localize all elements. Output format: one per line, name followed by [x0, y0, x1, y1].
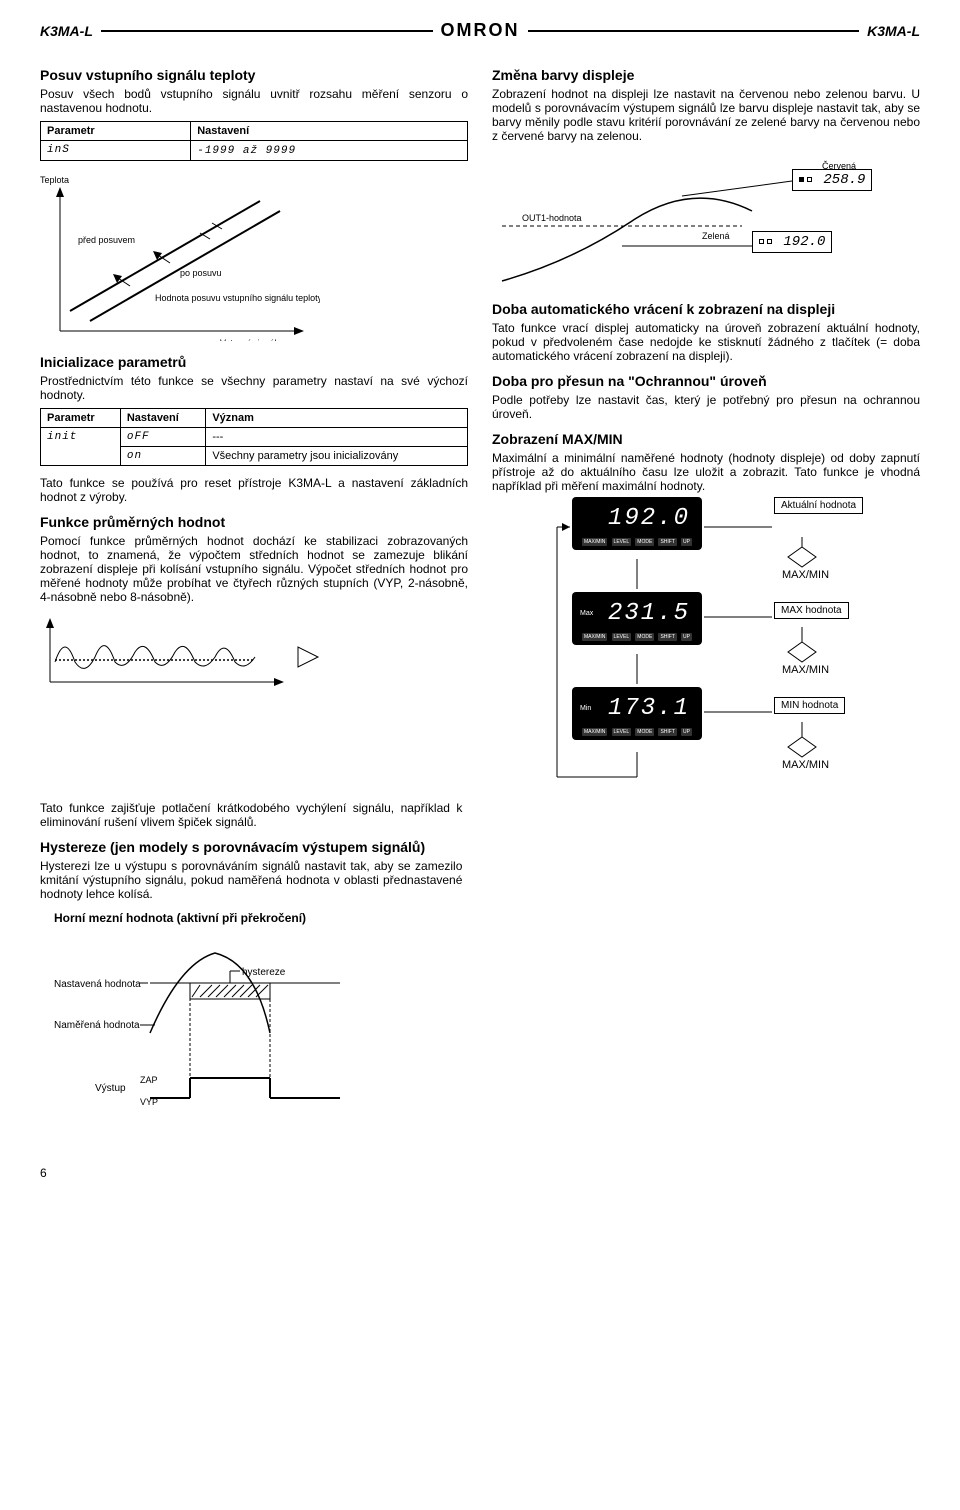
- table-posuv-param: inS: [41, 141, 191, 161]
- btn-maxmin-2: MAX/MIN: [582, 633, 607, 641]
- table-posuv-h2: Nastavení: [191, 122, 468, 141]
- sec-hyst-para: Hysterezi lze u výstupu s porovnáváním s…: [40, 859, 462, 901]
- table-init-r2v: Všechny parametry jsou inicializovány: [206, 447, 468, 466]
- table-posuv-val: -1999 až 9999: [191, 141, 468, 161]
- svg-text:hystereze: hystereze: [242, 967, 286, 978]
- svg-text:VYP: VYP: [140, 1097, 158, 1107]
- diagram-hyst: Nastavená hodnota hystereze Naměřená hod…: [40, 933, 462, 1136]
- table-init-r1v: ---: [206, 428, 468, 447]
- table-init-h3: Význam: [206, 409, 468, 428]
- sec-maxmin-title: Zobrazení MAX/MIN: [492, 431, 920, 447]
- table-init-param: init: [41, 428, 121, 466]
- table-init-h1: Parametr: [41, 409, 121, 428]
- diagram-color: OUT1-hodnota Zelená Červená 258.9 192.0: [492, 151, 920, 291]
- btn-level-2: LEVEL: [612, 633, 632, 641]
- display-green-value: 192.0: [783, 234, 825, 250]
- display-red-value: 258.9: [823, 172, 865, 188]
- sec-color-title: Změna barvy displeje: [492, 67, 920, 83]
- sec-maxmin-para: Maximální a minimální naměřené hodnoty (…: [492, 451, 920, 493]
- header-model-right: K3MA-L: [867, 23, 920, 39]
- display-green-indicator: 192.0: [752, 231, 832, 253]
- display-max-value: 231.5: [595, 598, 694, 629]
- header-logo: OMRON: [441, 20, 520, 41]
- table-init-h2: Nastavení: [120, 409, 205, 428]
- label-maxmin-1: MAX/MIN: [782, 569, 829, 581]
- sec-hyst-sub: Horní mezní hodnota (aktivní při překroč…: [54, 911, 462, 925]
- table-init: Parametr Nastavení Význam init oFF --- o…: [40, 408, 468, 466]
- sec-posuv-para: Posuv všech bodů vstupního signálu uvnit…: [40, 87, 468, 115]
- right-column: Změna barvy displeje Zobrazení hodnot na…: [492, 57, 920, 797]
- svg-text:ZAP: ZAP: [140, 1075, 158, 1085]
- btn-level: LEVEL: [612, 538, 632, 546]
- btn-maxmin: MAX/MIN: [582, 538, 607, 546]
- header-model-left: K3MA-L: [40, 23, 93, 39]
- sec-color-para: Zobrazení hodnot na displeji lze nastavi…: [492, 87, 920, 143]
- table-init-r1s: oFF: [120, 428, 205, 447]
- sec-posuv-title: Posuv vstupního signálu teploty: [40, 67, 468, 83]
- display-max-tag: Max: [580, 610, 593, 617]
- display-unit-current: 192.0 MAX/MIN LEVEL MODE SHIFT UP: [572, 497, 702, 550]
- btn-mode-3: MODE: [635, 728, 654, 736]
- sec-init-para1: Prostřednictvím této funkce se všechny p…: [40, 374, 468, 402]
- btn-shift-3: SHIFT: [658, 728, 676, 736]
- table-posuv-h1: Parametr: [41, 122, 191, 141]
- svg-text:Zelená: Zelená: [702, 231, 730, 241]
- header-rule-right: [528, 30, 860, 32]
- svg-text:Hodnota posuvu vstupního signá: Hodnota posuvu vstupního signálu teploty: [155, 293, 320, 303]
- btn-up: UP: [681, 538, 692, 546]
- sec-autoreturn-para: Tato funkce vrací displej automaticky na…: [492, 321, 920, 363]
- svg-text:Nastavená hodnota: Nastavená hodnota: [54, 979, 141, 990]
- left-column: Posuv vstupního signálu teploty Posuv vš…: [40, 57, 468, 797]
- svg-text:po posuvu: po posuvu: [180, 268, 222, 278]
- btn-level-3: LEVEL: [612, 728, 632, 736]
- label-maxmin-3: MAX/MIN: [782, 759, 829, 771]
- btn-maxmin-3: MAX/MIN: [582, 728, 607, 736]
- diagram-posuv: Teplota před posuvem po posuvu: [40, 171, 468, 344]
- label-maxmin-2: MAX/MIN: [782, 664, 829, 676]
- table-posuv-val-text: -1999 až 9999: [197, 145, 296, 157]
- btn-mode: MODE: [635, 538, 654, 546]
- display-min-value: 173.1: [593, 693, 694, 724]
- display-current-value: 192.0: [580, 503, 694, 534]
- sec-avg-title: Funkce průměrných hodnot: [40, 514, 468, 530]
- btn-up-2: UP: [681, 633, 692, 641]
- btn-mode-2: MODE: [635, 633, 654, 641]
- sec-avg-para: Pomocí funkce průměrných hodnot dochází …: [40, 534, 468, 604]
- diagram-maxmin: 192.0 MAX/MIN LEVEL MODE SHIFT UP Max 23…: [492, 497, 920, 797]
- header-rule-left: [101, 30, 433, 32]
- diagram-avg: [40, 612, 468, 695]
- sec-protect-para: Podle potřeby lze nastavit čas, který je…: [492, 393, 920, 421]
- table-posuv: Parametr Nastavení inS -1999 až 9999: [40, 121, 468, 161]
- page-header: K3MA-L OMRON K3MA-L: [40, 20, 920, 41]
- svg-text:OUT1-hodnota: OUT1-hodnota: [522, 213, 582, 223]
- display-min-tag: Min: [580, 705, 591, 712]
- sec-init-title: Inicializace parametrů: [40, 354, 468, 370]
- display-unit-max: Max 231.5 MAX/MIN LEVEL MODE SHIFT UP: [572, 592, 702, 645]
- sec-init-para2: Tato funkce se používá pro reset přístro…: [40, 476, 468, 504]
- sec-hyst-title: Hystereze (jen modely s porovnávacím výs…: [40, 839, 462, 855]
- svg-text:Teplota: Teplota: [40, 175, 69, 185]
- sec-autoreturn-title: Doba automatického vrácení k zobrazení n…: [492, 301, 920, 317]
- display-red-indicator: 258.9: [792, 169, 872, 191]
- sec-protect-title: Doba pro přesun na "Ochrannou" úroveň: [492, 373, 920, 389]
- display-unit-min: Min 173.1 MAX/MIN LEVEL MODE SHIFT UP: [572, 687, 702, 740]
- table-init-r2s: on: [120, 447, 205, 466]
- page-number: 6: [40, 1166, 920, 1180]
- svg-text:Výstup: Výstup: [95, 1083, 126, 1094]
- svg-text:Naměřená hodnota: Naměřená hodnota: [54, 1020, 140, 1031]
- label-min-hodnota: MIN hodnota: [774, 697, 845, 714]
- btn-shift: SHIFT: [658, 538, 676, 546]
- label-max-hodnota: MAX hodnota: [774, 602, 849, 619]
- label-aktualni: Aktuální hodnota: [774, 497, 863, 514]
- sec-suppress-para: Tato funkce zajišťuje potlačení krátkodo…: [40, 801, 462, 829]
- btn-up-3: UP: [681, 728, 692, 736]
- label-aktualni-text: Aktuální hodnota: [781, 500, 856, 511]
- bottom-section: Tato funkce zajišťuje potlačení krátkodo…: [40, 801, 462, 1136]
- btn-shift-2: SHIFT: [658, 633, 676, 641]
- svg-text:Vstupní signál: Vstupní signál: [220, 338, 277, 341]
- svg-text:před posuvem: před posuvem: [78, 235, 135, 245]
